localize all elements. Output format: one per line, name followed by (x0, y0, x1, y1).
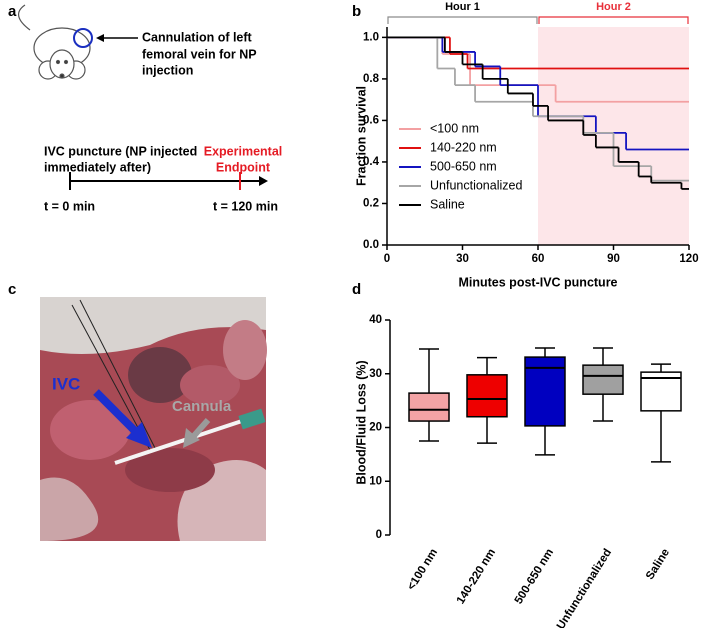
x-tick-label: 60 (532, 253, 545, 265)
photo-label: IVC (52, 374, 80, 393)
x-tick-label: 500-650 nm (513, 547, 556, 606)
period-label: Hour 1 (445, 1, 480, 13)
y-tick-label: 40 (369, 314, 382, 326)
y-tick-label: 1.0 (363, 31, 379, 43)
x-tick-label: 0 (384, 253, 390, 265)
x-tick-label: 120 (679, 253, 698, 265)
arrow-head (96, 34, 104, 42)
schematic-text: IVC puncture (NP injected (44, 144, 197, 158)
y-tick-label: 0.0 (363, 239, 379, 251)
schematic-text: Cannulation of left (142, 30, 253, 44)
legend-label: 140-220 nm (430, 140, 497, 154)
legend-label: <100 nm (430, 121, 479, 135)
panel-label: b (352, 3, 361, 20)
box (466, 374, 508, 418)
y-tick-label: 0.2 (363, 198, 379, 210)
box (408, 392, 450, 422)
y-tick-label: 0 (376, 529, 382, 541)
x-tick-label: 90 (607, 253, 620, 265)
x-tick-label: 140-220 nm (455, 547, 498, 606)
legend-label: Unfunctionalized (430, 178, 522, 192)
period-label: Hour 2 (596, 1, 631, 13)
panel-label: d (352, 281, 361, 298)
schematic-text: Endpoint (216, 160, 271, 174)
x-axis-label: Minutes post-IVC puncture (458, 275, 617, 289)
schematic-text: t = 120 min (213, 199, 278, 213)
x-tick-label: <100 nm (405, 547, 440, 593)
legend-label: 500-650 nm (430, 159, 497, 173)
photo-label: Cannula (172, 398, 232, 415)
panel-label: a (8, 3, 17, 20)
schematic-text: immediately after) (44, 160, 151, 174)
legend-label: Saline (430, 197, 465, 211)
timeline-head (259, 176, 268, 186)
period-bracket (387, 16, 538, 24)
mouse-icon (18, 4, 93, 80)
y-tick-label: 20 (369, 422, 382, 434)
y-tick-label: 0.6 (363, 114, 379, 126)
y-tick-label: 0.8 (363, 73, 380, 85)
y-axis-label: Fraction survival (354, 86, 368, 186)
box (582, 364, 624, 395)
y-tick-label: 10 (369, 475, 382, 487)
schematic-text: t = 0 min (44, 199, 95, 213)
x-tick-label: Unfunctionalized (555, 547, 614, 628)
y-tick-label: 0.4 (363, 156, 380, 168)
schematic-text: femoral vein for NP (142, 47, 257, 61)
y-tick-label: 30 (369, 368, 382, 380)
x-tick-label: 30 (456, 253, 469, 265)
schematic-text: Experimental (204, 144, 283, 158)
x-tick-label: Saline (644, 547, 672, 582)
photo (40, 297, 267, 541)
y-axis-label: Blood/Fluid Loss (%) (354, 360, 368, 484)
schematic-text: injection (142, 63, 193, 77)
period-bracket (538, 16, 689, 24)
panel-label: c (8, 281, 16, 298)
